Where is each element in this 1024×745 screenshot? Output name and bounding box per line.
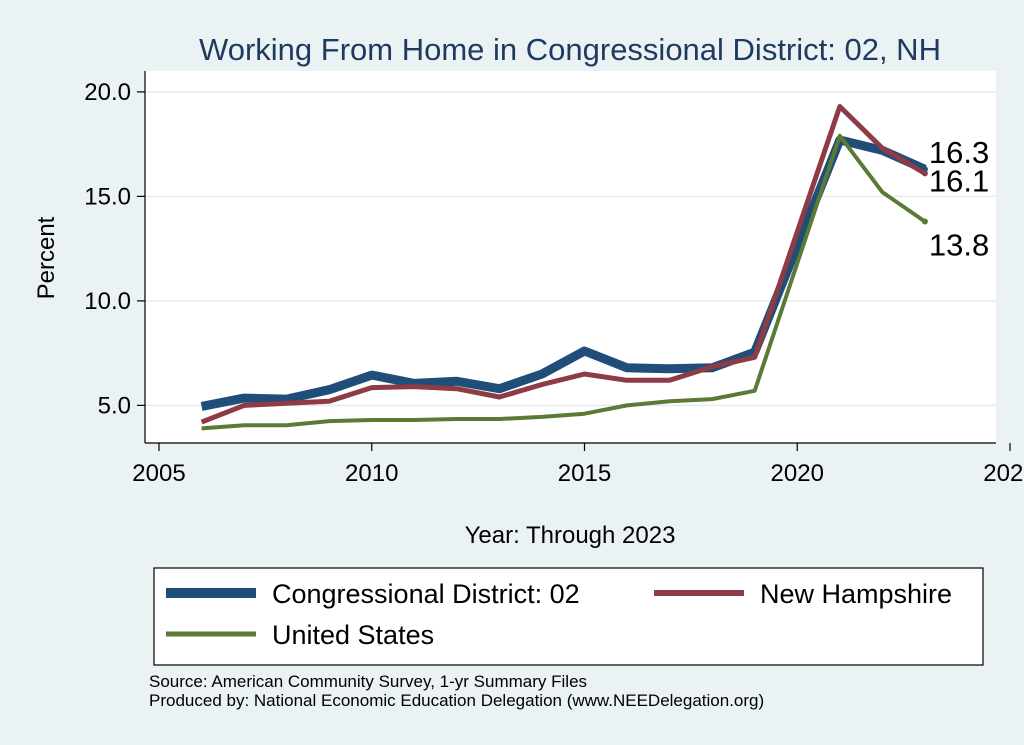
x-tick-label: 2020 bbox=[771, 460, 824, 487]
chart-title: Working From Home in Congressional Distr… bbox=[199, 32, 941, 67]
legend-items: Congressional District: 02 New Hampshire U… bbox=[166, 579, 952, 650]
legend-box bbox=[153, 567, 984, 666]
series-end-point bbox=[921, 170, 928, 177]
end-value-label: 16.1 bbox=[929, 163, 989, 198]
gridlines bbox=[145, 91, 996, 407]
series-line-3 bbox=[201, 133, 927, 431]
source-note: Source: American Community Survey, 1-yr … bbox=[149, 672, 588, 691]
producer-note: Produced by: National Economic Education… bbox=[149, 691, 765, 710]
x-tick-label: 2005 bbox=[132, 460, 185, 487]
end-labels: 16.316.1 13.8 bbox=[929, 135, 989, 262]
y-tick-label: 15.0 bbox=[84, 183, 131, 210]
y-axis-title: Percent bbox=[33, 216, 60, 299]
series-end-point bbox=[921, 218, 928, 225]
series-lines bbox=[200, 104, 928, 431]
end-value-label: 16.3 bbox=[929, 135, 989, 170]
y-tick-label: 5.0 bbox=[98, 392, 131, 419]
plot-area bbox=[145, 71, 996, 443]
legend: Congressional District: 02 New Hampshire U… bbox=[153, 567, 984, 666]
axes bbox=[144, 71, 996, 444]
legend-label: New Hampshire bbox=[760, 579, 952, 609]
legend-label: United States bbox=[272, 620, 434, 650]
x-tick-label: 2015 bbox=[558, 460, 611, 487]
end-value-label: 13.8 bbox=[929, 227, 989, 262]
x-tick-label: 2010 bbox=[345, 460, 398, 487]
y-tick-label: 20.0 bbox=[84, 79, 131, 106]
x-tick-label: 2025 bbox=[983, 460, 1024, 487]
y-tick-label: 10.0 bbox=[84, 288, 131, 315]
series-line-2 bbox=[200, 104, 927, 425]
x-axis-title: Year: Through 2023 bbox=[465, 522, 676, 549]
tick-labels: 5.0 10.0 15.0 20.0 2005 2010 2015 2020 2025 bbox=[84, 79, 1024, 487]
legend-label: Congressional District: 02 bbox=[272, 579, 580, 609]
